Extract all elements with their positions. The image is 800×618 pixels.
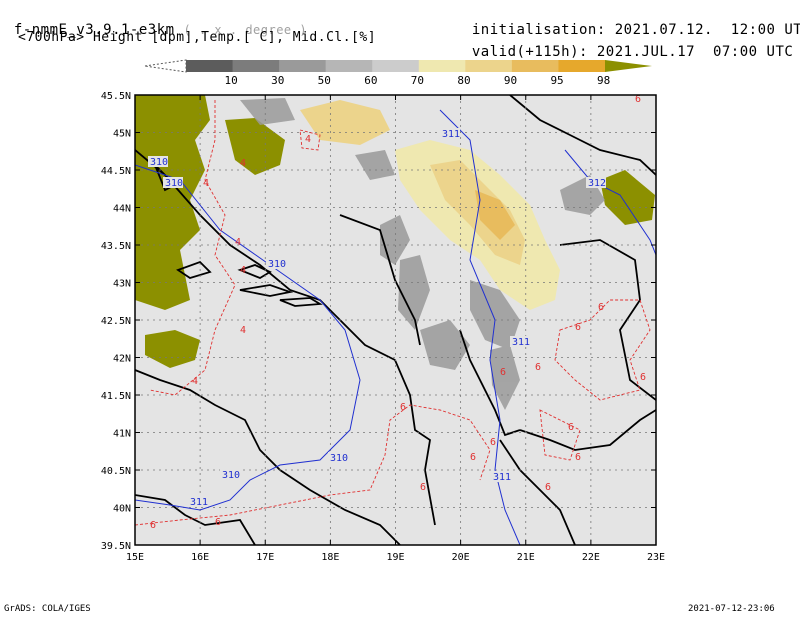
temperature-contours xyxy=(135,100,651,526)
temp-contour-label: 6 xyxy=(500,367,506,378)
colorbar-tick-label: 50 xyxy=(318,74,331,87)
colorbar-segment xyxy=(372,60,420,72)
temp-contour-label: 6 xyxy=(400,402,406,413)
footer-timestamp: 2021-07-12-23:06 xyxy=(688,604,775,614)
lon-label: 19E xyxy=(386,552,404,563)
height-contour-label: 310 xyxy=(330,453,348,464)
lon-label: 20E xyxy=(452,552,470,563)
height-contour-label: 312 xyxy=(588,178,606,189)
height-contour-label: 310 xyxy=(150,157,168,168)
colorbar-right-arrow xyxy=(605,60,652,72)
units-note: ( . x . degree ) xyxy=(183,23,308,37)
temp-contour-label: 6 xyxy=(635,94,641,105)
lon-label: 15E xyxy=(126,552,144,563)
colorbar-segment xyxy=(232,60,280,72)
valid-label: valid(+115h): xyxy=(471,44,588,60)
colorbar-tick-label: 80 xyxy=(457,74,470,87)
colorbar-segment xyxy=(186,60,234,72)
lat-label: 40.5N xyxy=(101,466,131,477)
colorbar-tick-label: 90 xyxy=(504,74,517,87)
footer-credit: GrADS: COLA/IGES xyxy=(4,604,91,614)
lon-label: 23E xyxy=(647,552,665,563)
fields-title: <700hPa> Height [dpm],Temp.[ C], Mid.Cl.… xyxy=(18,30,377,45)
colorbar-tick-label: 10 xyxy=(225,74,238,87)
height-contour-label: 311 xyxy=(442,129,460,140)
temp-contour-label: 6 xyxy=(420,482,426,493)
temp-contour-label: 4 xyxy=(305,134,311,145)
coastlines xyxy=(135,95,656,545)
temp-contour-label: 6 xyxy=(545,482,551,493)
lon-label: 18E xyxy=(321,552,339,563)
lat-label: 45N xyxy=(113,129,131,140)
colorbar-tick-label: 98 xyxy=(597,74,610,87)
colorbar-segment xyxy=(279,60,327,72)
temp-contour-label: 4 xyxy=(235,237,241,248)
height-contour-label: 310 xyxy=(222,470,240,481)
lon-label: 16E xyxy=(191,552,209,563)
lat-label: 42.5N xyxy=(101,316,131,327)
temp-contour-label: 4 xyxy=(240,325,246,336)
temp-contour-label: 6 xyxy=(215,517,221,528)
height-contour-label: 310 xyxy=(165,178,183,189)
cloud-high-regions xyxy=(135,95,655,368)
temp-contour-label: 4 xyxy=(203,178,209,189)
colorbar-segment xyxy=(511,60,559,72)
colorbar-segment xyxy=(325,60,373,72)
colorbar-tick-label: 30 xyxy=(271,74,284,87)
lat-label: 41.5N xyxy=(101,391,131,402)
temp-contour-label: 6 xyxy=(470,452,476,463)
valid-value: 2021.JUL.17 07:00 UTC xyxy=(596,44,794,60)
init-label: initialisation: xyxy=(471,22,606,38)
height-contour-label: 311 xyxy=(493,472,511,483)
temp-contour-label: 6 xyxy=(640,372,646,383)
height-contour-label: 311 xyxy=(512,337,530,348)
colorbar-left-arrow xyxy=(144,59,187,73)
lat-label: 41N xyxy=(113,429,131,440)
valid-line: valid(+115h): 2021.JUL.17 07:00 UTC xyxy=(454,28,793,60)
lat-label: 44.5N xyxy=(101,166,131,177)
temp-contour-label: 4 xyxy=(240,158,246,169)
height-contour-label: 310 xyxy=(268,259,286,270)
temp-contour-label: 4 xyxy=(192,376,198,387)
temp-contour-label: 6 xyxy=(535,362,541,373)
lat-label: 44N xyxy=(113,204,131,215)
colorbar-tick-label: 60 xyxy=(364,74,377,87)
temp-contour-label: 6 xyxy=(575,322,581,333)
colorbar-segment xyxy=(558,60,606,72)
temp-contour-label: 6 xyxy=(150,520,156,531)
lon-label: 22E xyxy=(582,552,600,563)
colorbar-segment xyxy=(465,60,513,72)
temp-contour-label: 4 xyxy=(240,265,246,276)
lat-label: 42N xyxy=(113,354,131,365)
temp-contour-label: 6 xyxy=(568,422,574,433)
colorbar: 10 30 50 60 70 80 90 95 98 xyxy=(144,59,652,87)
temp-contour-label: 6 xyxy=(598,302,604,313)
colorbar-tick-label: 70 xyxy=(411,74,424,87)
colorbar-segment xyxy=(418,60,466,72)
lat-label: 43.5N xyxy=(101,241,131,252)
temp-contour-label: 6 xyxy=(490,437,496,448)
colorbar-tick-label: 95 xyxy=(550,74,563,87)
lat-label: 40N xyxy=(113,504,131,515)
init-value: 2021.07.12. 12:00 UTC xyxy=(614,22,800,38)
lat-label: 43N xyxy=(113,279,131,290)
lon-label: 17E xyxy=(256,552,274,563)
model-title: f-nmmE_v3.9.1-e3km ( . x . degree ) xyxy=(0,6,307,38)
init-line: initialisation: 2021.07.12. 12:00 UTC xyxy=(454,6,800,38)
height-contour-label: 311 xyxy=(190,497,208,508)
temp-contour-label: 6 xyxy=(575,452,581,463)
lat-label: 39.5N xyxy=(101,541,131,552)
lat-label: 45.5N xyxy=(101,91,131,102)
model-name: f-nmmE_v3.9.1-e3km xyxy=(13,22,175,38)
lon-label: 21E xyxy=(517,552,535,563)
